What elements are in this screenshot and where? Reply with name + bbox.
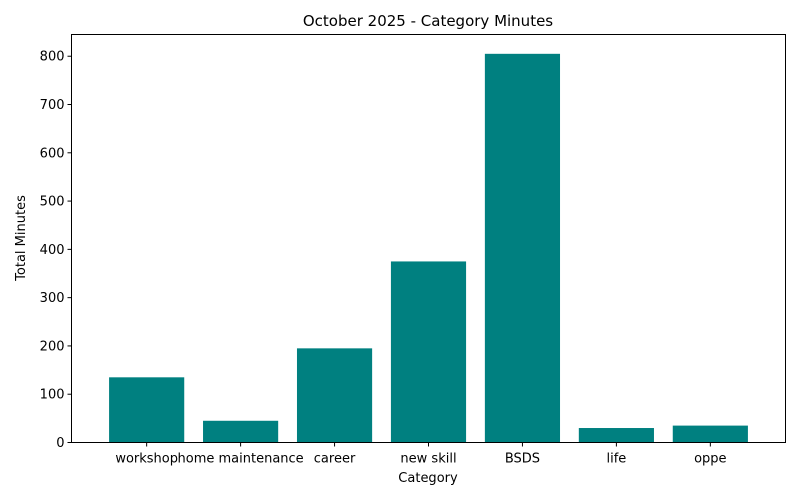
bar-oppe [672, 425, 748, 443]
bar-bsds [484, 53, 561, 443]
bar-new-skill [390, 261, 467, 443]
x-tick-label: oppe [694, 452, 726, 467]
y-axis-label: Total Minutes [14, 195, 29, 282]
x-tick-label: workshop [115, 452, 178, 467]
bar-career [296, 348, 373, 443]
ticks-layer: workshop home maintenance career new skill B… [40, 50, 727, 467]
y-tick-label: 600 [40, 146, 65, 161]
y-tick-label: 0 [56, 436, 64, 451]
y-tick-label: 100 [40, 388, 65, 403]
y-tick-label: 500 [40, 195, 65, 210]
x-tick-label: life [606, 452, 626, 467]
y-tick-label: 300 [40, 291, 65, 306]
bar-workshop [109, 377, 185, 443]
bar-home-maintenance [203, 420, 279, 443]
y-tick-label: 200 [40, 339, 65, 354]
bars-layer [109, 53, 748, 443]
x-axis-label: Category [398, 471, 458, 486]
x-tick-label: home maintenance [178, 452, 304, 467]
x-tick-label: career [314, 452, 356, 467]
chart-title: October 2025 - Category Minutes [303, 12, 553, 30]
bar-life [578, 428, 654, 443]
plot-frame [71, 34, 786, 443]
y-tick-label: 800 [40, 50, 65, 65]
y-tick-label: 700 [40, 98, 65, 113]
x-tick-label: new skill [400, 452, 456, 467]
y-tick-label: 400 [40, 243, 65, 258]
x-tick-label: BSDS [505, 452, 540, 467]
